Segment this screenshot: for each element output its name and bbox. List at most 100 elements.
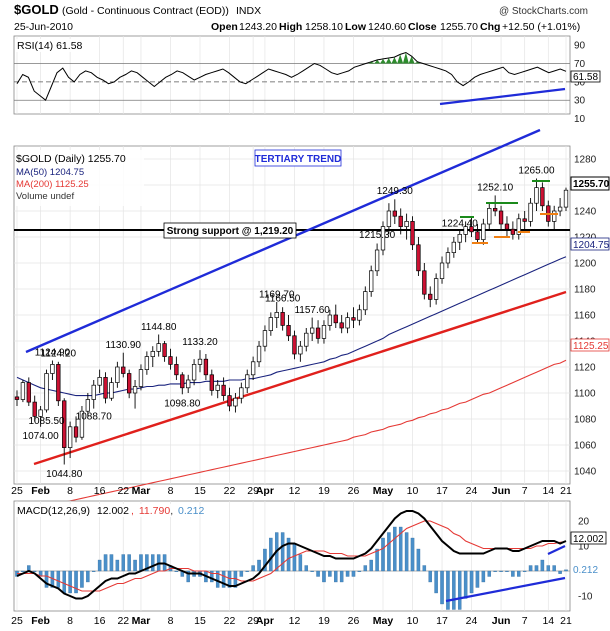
candle-body bbox=[85, 399, 90, 412]
macd-hist-bar bbox=[292, 543, 297, 572]
x-tick-label: 21 bbox=[560, 485, 572, 497]
x-tick-label: 29 bbox=[247, 485, 259, 497]
macd-hist-bar bbox=[91, 570, 96, 572]
exchange-label: INDX bbox=[236, 5, 261, 17]
x-tick-label: May bbox=[373, 485, 394, 497]
candle-body bbox=[433, 278, 439, 300]
price-data-label: 1074.00 bbox=[23, 431, 60, 442]
candle-body bbox=[144, 356, 150, 370]
macd-hist-bar bbox=[227, 570, 232, 588]
macd-hist-bar bbox=[345, 570, 350, 577]
candle-body bbox=[475, 231, 480, 240]
macd-trendline bbox=[547, 545, 566, 555]
x-tick-label: 21 bbox=[560, 615, 572, 627]
candle-body bbox=[138, 369, 144, 387]
macd-hist-bar bbox=[139, 554, 143, 572]
macd-hist-bar bbox=[499, 570, 503, 572]
close-value: 1255.70 bbox=[440, 21, 478, 33]
x-tick-label: 26 bbox=[348, 615, 360, 627]
macd-hist-bar bbox=[422, 565, 427, 572]
macd-hist-bar bbox=[80, 570, 84, 588]
price-tick-label: 1200 bbox=[574, 259, 597, 270]
x-tick-label: Feb bbox=[31, 485, 50, 497]
macd-hist-bar bbox=[398, 526, 403, 572]
x-tick-label: 19 bbox=[318, 485, 330, 497]
macd-hist-bar bbox=[357, 570, 362, 572]
macd-line bbox=[16, 510, 567, 600]
macd-tick-label: 20 bbox=[578, 517, 590, 528]
ma50-line bbox=[16, 256, 567, 397]
macd-hist-bar bbox=[404, 532, 409, 572]
x-tick-label: Jun bbox=[492, 485, 511, 497]
macd-title-group: MACD(12,26,9) 12.002, 11.790, 0.212 bbox=[17, 505, 204, 517]
rsi-panel: RSI(14) 61.58 90 70 50 30 10 61.58 bbox=[13, 35, 601, 125]
candle-body bbox=[233, 397, 238, 407]
candle-body bbox=[20, 382, 26, 400]
candle-body bbox=[280, 312, 285, 326]
candle-body bbox=[274, 312, 279, 318]
candle-body bbox=[374, 249, 380, 272]
trend-channel-upper bbox=[25, 128, 541, 354]
macd-hist-bar bbox=[62, 570, 66, 594]
signal-value: 11.790 bbox=[139, 505, 170, 517]
candle-body bbox=[351, 317, 356, 321]
macd-hist-bar bbox=[328, 570, 332, 577]
candle-body bbox=[557, 206, 563, 212]
macd-hist-bar bbox=[109, 554, 114, 572]
macd-hist-bar bbox=[21, 570, 25, 572]
candle-body bbox=[162, 343, 167, 357]
candle-body bbox=[268, 317, 273, 331]
candle-body bbox=[304, 332, 309, 347]
trend-channel-lower bbox=[33, 290, 567, 466]
x-tick-label: 15 bbox=[194, 485, 206, 497]
last-close-label: 1255.70 bbox=[573, 179, 610, 190]
macd-hist-bar bbox=[463, 570, 468, 599]
rsi-tick-label: 90 bbox=[574, 41, 586, 52]
macd-hist-bar bbox=[127, 554, 131, 572]
symbol-description: (Gold - Continuous Contract (EOD)) bbox=[62, 5, 229, 17]
macd-hist-bar bbox=[174, 570, 179, 572]
macd-hist-bar bbox=[351, 570, 356, 577]
open-label: Open bbox=[211, 21, 238, 33]
macd-hist-bar bbox=[522, 570, 527, 572]
macd-hist-bar bbox=[416, 548, 421, 572]
macd-hist-bar bbox=[564, 569, 568, 572]
x-tick-label: 17 bbox=[436, 615, 448, 627]
close-label: Close bbox=[408, 21, 437, 33]
macd-hist-bar bbox=[310, 570, 314, 572]
candle-body bbox=[451, 241, 456, 253]
price-data-label: 1252.10 bbox=[477, 182, 514, 193]
ma200-axis-label: 1125.25 bbox=[573, 341, 609, 352]
macd-hist-bar bbox=[210, 570, 214, 583]
x-tick-label: 7 bbox=[522, 615, 528, 627]
price-data-label: 1166.50 bbox=[265, 294, 301, 305]
macd-title: MACD(12,26,9) bbox=[17, 505, 90, 517]
macd-hist-bar bbox=[469, 570, 474, 594]
candle-body bbox=[422, 270, 427, 295]
macd-hist-bar bbox=[339, 570, 344, 583]
candle-body bbox=[38, 409, 43, 417]
macd-hist-bar bbox=[446, 570, 450, 610]
candle-body bbox=[150, 351, 155, 357]
macd-hist-bar bbox=[369, 559, 373, 572]
hist-trendline bbox=[445, 576, 566, 603]
candle-body bbox=[428, 293, 433, 300]
candle-body bbox=[416, 244, 421, 272]
candle-body bbox=[457, 234, 462, 243]
candle-body bbox=[256, 345, 262, 363]
price-tick-label: 1180 bbox=[574, 285, 596, 296]
candle-body bbox=[44, 373, 49, 411]
macd-hist-bar bbox=[540, 559, 545, 572]
candle-body bbox=[209, 374, 214, 391]
chg-value: +12.50 (+1.01%) bbox=[502, 21, 580, 33]
candle-body bbox=[103, 377, 108, 399]
rsi-line bbox=[16, 51, 567, 102]
macd-hist-bar bbox=[558, 570, 562, 574]
price-data-label: 1224.40 bbox=[442, 218, 479, 229]
x-tick-label: 26 bbox=[348, 485, 360, 497]
candle-body bbox=[498, 210, 504, 225]
candle-body bbox=[180, 374, 185, 389]
price-data-labels: 1124.90 1074.00 1044.80 1130.90 1144.80 1088.… bbox=[23, 166, 555, 480]
x-tick-label: 8 bbox=[168, 615, 174, 627]
macd-hist-bar bbox=[528, 565, 533, 572]
